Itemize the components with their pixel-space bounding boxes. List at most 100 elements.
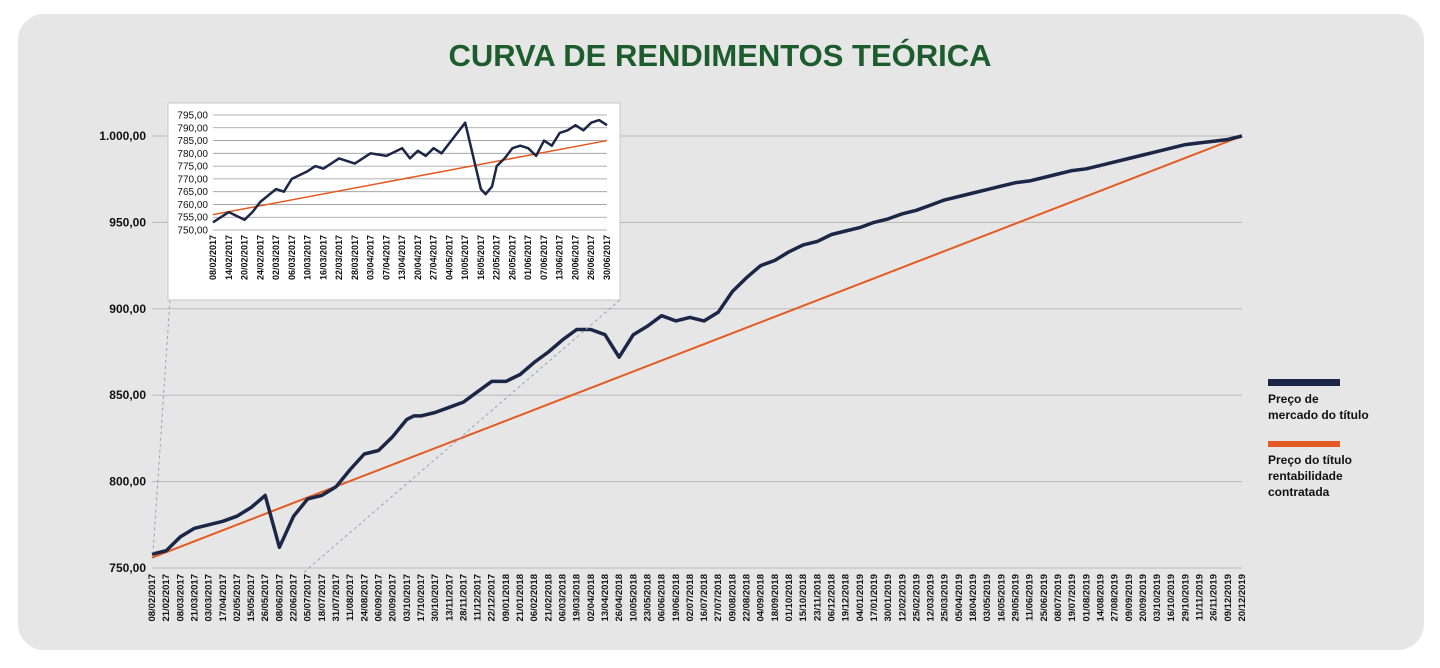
x-tick-label: 31/07/2017	[331, 574, 342, 622]
inset-y-tick-label: 760,00	[177, 200, 208, 211]
x-tick-label: 09/09/2019	[1124, 574, 1135, 622]
x-tick-label: 16/10/2019	[1166, 574, 1177, 622]
legend: Preço de mercado do título Preço do título…	[1268, 379, 1369, 499]
inset-y-tick-label: 785,00	[177, 136, 208, 147]
y-tick-label: 800,00	[109, 475, 146, 489]
inset-background	[167, 102, 621, 301]
x-tick-label: 21/02/2018	[543, 574, 554, 622]
inset-x-tick-label: 22/05/2017	[492, 235, 502, 280]
x-tick-label: 30/10/2017	[430, 574, 441, 622]
x-tick-label: 06/06/2018	[657, 574, 668, 622]
x-tick-label: 19/03/2018	[572, 574, 583, 622]
x-tick-label: 06/09/2017	[373, 574, 384, 622]
legend-label-contracted: rentabilidade	[1268, 469, 1343, 483]
x-tick-label: 29/05/2019	[1011, 574, 1022, 622]
x-tick-label: 21/02/2017	[161, 574, 172, 622]
x-tick-label: 26/11/2019	[1209, 574, 1220, 621]
x-tick-label: 22/12/2017	[487, 574, 498, 622]
x-tick-label: 19/06/2018	[671, 574, 682, 622]
x-tick-label: 20/09/2017	[388, 574, 399, 622]
y-tick-label: 950,00	[109, 215, 146, 229]
x-tick-label: 16/07/2018	[699, 574, 710, 622]
inset-x-tick-label: 30/06/2017	[602, 235, 612, 280]
x-tick-label: 06/12/2018	[826, 574, 837, 622]
x-tick-label: 28/11/2017	[458, 574, 469, 621]
x-tick-label: 10/05/2018	[628, 574, 639, 622]
x-tick-label: 03/05/2019	[982, 574, 993, 622]
zoom-line-left	[152, 299, 171, 554]
inset-x-tick-label: 16/05/2017	[476, 235, 486, 280]
y-tick-label: 750,00	[109, 561, 146, 575]
x-tick-label: 17/01/2019	[869, 574, 880, 622]
inset-x-tick-label: 20/06/2017	[570, 235, 580, 280]
x-tick-label: 15/05/2017	[246, 574, 257, 622]
x-tick-label: 16/05/2019	[996, 574, 1007, 622]
inset-x-tick-label: 03/04/2017	[366, 235, 376, 280]
x-tick-label: 26/05/2017	[260, 574, 271, 622]
x-tick-label: 23/11/2018	[812, 574, 823, 621]
x-tick-label: 08/06/2017	[274, 574, 285, 622]
x-tick-label: 12/03/2019	[926, 574, 937, 622]
inset-x-tick-label: 22/03/2017	[334, 235, 344, 280]
inset-x-tick-label: 06/03/2017	[287, 235, 297, 280]
legend-label-market: Preço de	[1268, 392, 1319, 406]
x-tick-label: 23/05/2018	[642, 574, 653, 622]
inset-x-tick-label: 24/02/2017	[255, 235, 265, 280]
x-tick-label: 22/08/2018	[742, 574, 753, 622]
x-tick-label: 21/01/2018	[515, 574, 526, 622]
y-tick-label: 850,00	[109, 388, 146, 402]
inset-x-tick-label: 26/06/2017	[586, 235, 596, 280]
x-tick-label: 08/07/2019	[1053, 574, 1064, 622]
x-tick-label: 30/01/2019	[883, 574, 894, 622]
inset-x-tick-label: 10/05/2017	[460, 235, 470, 280]
x-tick-label: 01/10/2018	[784, 574, 795, 622]
x-tick-label: 18/09/2018	[770, 574, 781, 622]
inset-y-tick-label: 750,00	[177, 226, 208, 237]
inset-market-line	[212, 118, 608, 224]
zoom-line-right	[301, 299, 621, 575]
x-tick-label: 09/12/2019	[1223, 574, 1234, 622]
inset-x-tick-label: 10/03/2017	[303, 235, 313, 280]
inset-x-tick-label: 07/06/2017	[539, 235, 549, 280]
inset-zoom-lines	[152, 299, 621, 575]
x-tick-label: 27/08/2019	[1110, 574, 1121, 622]
x-tick-label: 11/12/2017	[473, 574, 484, 621]
inset-x-tick-label: 13/06/2017	[555, 235, 565, 280]
main-x-axis: 08/02/2017 21/02/2017 08/03/2017 21/03/2017…	[147, 574, 1248, 622]
y-tick-label: 1.000,00	[99, 129, 146, 143]
x-tick-label: 18/07/2017	[317, 574, 328, 622]
main-grid	[152, 135, 1242, 569]
inset-x-tick-label: 16/03/2017	[318, 235, 328, 280]
x-tick-label: 06/03/2018	[558, 574, 569, 622]
x-tick-label: 25/06/2019	[1039, 574, 1050, 622]
inset-x-tick-label: 02/03/2017	[271, 235, 281, 280]
inset-x-tick-label: 04/05/2017	[444, 235, 454, 280]
main-series	[151, 134, 1243, 559]
x-tick-label: 04/09/2018	[756, 574, 767, 622]
x-tick-label: 27/07/2018	[713, 574, 724, 622]
x-tick-label: 09/01/2018	[501, 574, 512, 622]
x-tick-label: 05/04/2019	[954, 574, 965, 622]
x-tick-label: 25/02/2019	[911, 574, 922, 622]
inset-x-tick-label: 28/03/2017	[350, 235, 360, 280]
legend-label-contracted: Preço do título	[1268, 453, 1352, 467]
legend-swatch-market	[1268, 379, 1340, 386]
x-tick-label: 29/10/2019	[1180, 574, 1191, 622]
inset-y-tick-label: 755,00	[177, 213, 208, 224]
x-tick-label: 13/04/2018	[600, 574, 611, 622]
x-tick-label: 26/04/2018	[614, 574, 625, 622]
inset-x-tick-label: 13/04/2017	[397, 235, 407, 280]
x-tick-label: 02/07/2018	[685, 574, 696, 622]
x-tick-label: 06/02/2018	[529, 574, 540, 622]
x-tick-label: 21/03/2017	[189, 574, 200, 622]
x-tick-label: 03/10/2017	[402, 574, 413, 622]
x-tick-label: 01/08/2019	[1081, 574, 1092, 622]
chart-title: CURVA DE RENDIMENTOS TEÓRICA	[448, 37, 991, 73]
x-tick-label: 03/10/2019	[1152, 574, 1163, 622]
x-tick-label: 04/01/2019	[855, 574, 866, 622]
x-tick-label: 22/06/2017	[289, 574, 300, 622]
inset-y-tick-label: 795,00	[177, 111, 208, 122]
inset-x-tick-label: 20/02/2017	[240, 235, 250, 280]
inset-x-tick-label: 14/02/2017	[224, 235, 234, 280]
x-tick-label: 20/12/2019	[1237, 574, 1248, 622]
